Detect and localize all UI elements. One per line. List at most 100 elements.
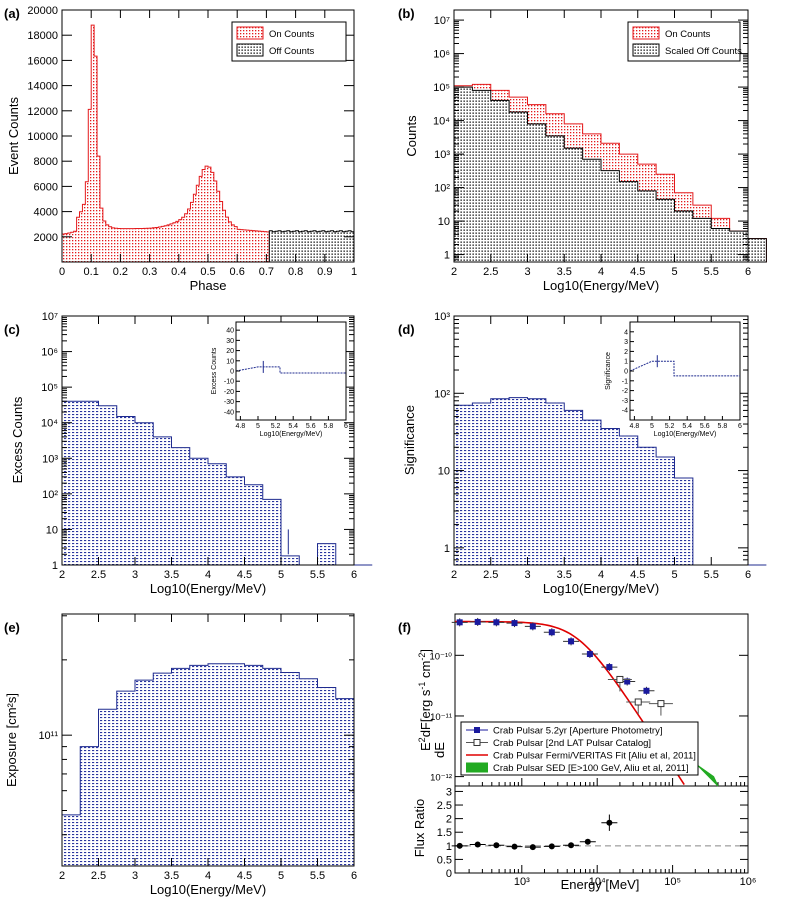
y-tick-label: 1 xyxy=(444,250,450,262)
inset-y-tick-label: -1 xyxy=(622,378,628,385)
y-axis-label: E2dF[erg s-1 cm-2]dE xyxy=(417,649,447,758)
x-tick-label: 2 xyxy=(451,569,457,581)
legend-entry: On Counts xyxy=(665,29,711,40)
y-tick-label: 10000 xyxy=(27,131,58,143)
y-axis-label-part: 2 xyxy=(417,737,427,742)
inset-x-tick-label: 6 xyxy=(344,423,348,430)
ratio-point xyxy=(456,842,463,849)
inset-y-label: Excess Counts xyxy=(211,347,218,394)
x-axis-label: Log10(Energy/MeV) xyxy=(543,581,659,596)
y-axis-label-text: E2dF[erg s-1 cm-2] xyxy=(417,649,433,751)
legend-swatch xyxy=(236,26,264,40)
panel-label: (a) xyxy=(4,6,20,21)
panel-label: (b) xyxy=(398,6,415,21)
inset-y-tick-label: -2 xyxy=(622,388,628,395)
y-axis-label: Significance xyxy=(402,405,417,475)
x-tick-label: 0 xyxy=(59,266,65,278)
y-tick-label: 10⁵ xyxy=(41,382,58,394)
y-tick-label: 10⁴ xyxy=(433,116,450,128)
inset-x-tick-label: 5.2 xyxy=(665,423,675,430)
inset-x-tick-label: 4.8 xyxy=(236,423,246,430)
legend-entry: Crab Pulsar Fermi/VERITAS Fit [Aliu et a… xyxy=(493,751,696,762)
ap-point xyxy=(511,620,518,627)
y-axis-label-denominator: dE xyxy=(432,742,447,758)
y-tick-label: 10⁵ xyxy=(433,82,450,94)
y-tick-label: 1 xyxy=(444,543,450,555)
panel-c: 2 2.5 3 3.5 4 4.5 5 5.5 6 1 10 10² 10³ 10⁴ 10⁵ 10⁶ 10⁷ (c… xyxy=(4,311,373,596)
x-tick-label: 0.1 xyxy=(84,266,99,278)
y-tick-label: 1 xyxy=(446,841,452,853)
x-tick-label: 0.2 xyxy=(113,266,128,278)
pc-point xyxy=(657,700,665,708)
x-tick-label: 6 xyxy=(745,266,751,278)
y-tick-label: 6000 xyxy=(34,181,58,193)
legend-entry: On Counts xyxy=(269,29,315,40)
x-tick-label: 10⁵ xyxy=(664,876,681,888)
x-tick-label: 4 xyxy=(205,569,211,581)
inset-y-tick-label: -30 xyxy=(224,399,234,406)
y-tick-label: 0.5 xyxy=(437,854,452,866)
ratio-point xyxy=(548,843,555,850)
x-tick-label: 3 xyxy=(524,569,530,581)
ratio-point xyxy=(584,838,591,845)
exposure-histogram xyxy=(61,663,355,867)
y-tick-label: 0 xyxy=(446,868,452,880)
inset-x-tick-label: 5.8 xyxy=(324,423,334,430)
x-tick-label: 3 xyxy=(132,569,138,581)
x-tick-label: 3.5 xyxy=(557,266,572,278)
inset-y-tick-label: -10 xyxy=(224,379,234,386)
legend-swatch xyxy=(466,762,488,773)
y-tick-label: 14000 xyxy=(27,81,58,93)
panel-label: (f) xyxy=(398,620,411,635)
y-tick-label: 10⁷ xyxy=(434,15,450,27)
panel-a: 0 0.1 0.2 0.3 0.4 0.5 0.6 0.7 0.8 0.9 120004000600… xyxy=(4,5,357,293)
inset-c: 4.8 5 5.2 5.4 5.6 5.8 6 -40 -30 -20 -10 0 10 20 30 40 Lo… xyxy=(211,321,348,438)
x-tick-label: 3 xyxy=(132,870,138,882)
inset-y-tick-label: 1 xyxy=(624,359,628,366)
y-tick-label: 2 xyxy=(446,814,452,826)
x-tick-label: 2 xyxy=(59,870,65,882)
inset-x-tick-label: 5.6 xyxy=(700,423,710,430)
ratio-point xyxy=(568,842,575,849)
x-tick-label: 0.6 xyxy=(230,266,245,278)
y-tick-label: 10⁻¹¹ xyxy=(430,712,452,723)
y-axis-label-part: ] xyxy=(418,649,433,653)
y-tick-label: 10⁶ xyxy=(433,49,450,61)
x-tick-label: 5.5 xyxy=(310,870,325,882)
x-axis-label: Phase xyxy=(190,278,227,293)
inset-x-label: Log10(Energy/MeV) xyxy=(260,431,323,438)
ap-point xyxy=(606,664,613,671)
ratio-point xyxy=(529,844,536,851)
x-tick-label: 2.5 xyxy=(91,870,106,882)
x-tick-label: 3.5 xyxy=(164,569,179,581)
y-axis-label-part: -2 xyxy=(417,653,427,661)
x-tick-label: 4.5 xyxy=(630,266,645,278)
y-tick-label: 10² xyxy=(434,183,450,195)
x-tick-label: 2.5 xyxy=(483,569,498,581)
y-axis-label: Event Counts xyxy=(6,96,21,175)
y-tick-label: 18000 xyxy=(27,30,58,42)
x-tick-label: 3.5 xyxy=(557,569,572,581)
inset-y-tick-label: 20 xyxy=(226,348,234,355)
inset-y-tick-label: -20 xyxy=(224,389,234,396)
x-tick-label: 5 xyxy=(671,569,677,581)
y-tick-label: 2.5 xyxy=(437,800,452,812)
y-tick-label: 10 xyxy=(438,466,450,478)
inset-y-tick-label: 30 xyxy=(226,338,234,345)
x-tick-label: 6 xyxy=(745,569,751,581)
y-tick-label: 10 xyxy=(46,524,58,536)
y-tick-label: 10³ xyxy=(434,149,450,161)
ap-point xyxy=(548,629,555,636)
legend-entry: Scaled Off Counts xyxy=(665,46,742,57)
ap-point xyxy=(456,619,463,626)
x-tick-label: 4 xyxy=(598,266,604,278)
inset-histogram xyxy=(629,360,740,377)
inset-histogram xyxy=(235,366,346,374)
inset-x-tick-label: 5.4 xyxy=(288,423,298,430)
x-tick-label: 4.5 xyxy=(630,569,645,581)
ratio-point xyxy=(474,841,481,848)
ap-point xyxy=(529,623,536,630)
inset-y-tick-label: 40 xyxy=(226,328,234,335)
y-axis-label-part: [erg s xyxy=(418,689,433,722)
